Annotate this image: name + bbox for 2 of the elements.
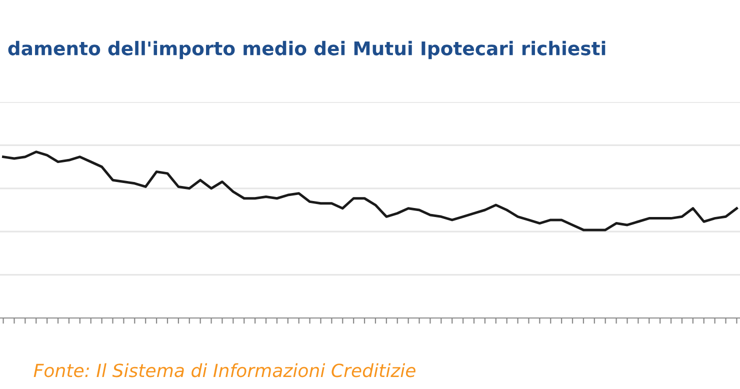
chart-title: damento dell'importo medio dei Mutui Ipotecari richiesti	[8, 40, 606, 60]
source-note: Fonte: Il Sistema di Informazioni Creditizie	[34, 363, 416, 378]
